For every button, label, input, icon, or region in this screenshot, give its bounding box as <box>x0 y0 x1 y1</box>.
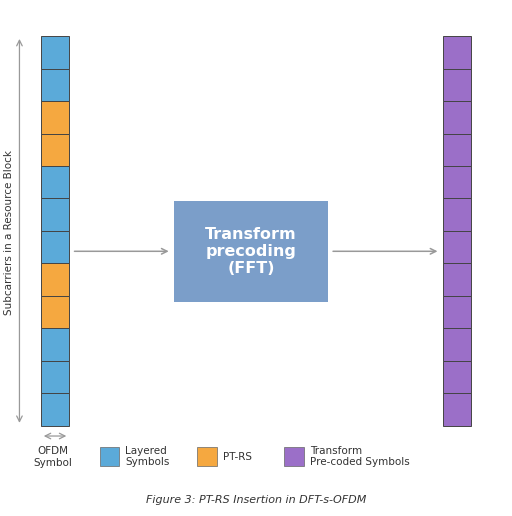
FancyBboxPatch shape <box>41 134 69 166</box>
Text: PT-RS: PT-RS <box>223 452 252 462</box>
Text: OFDM
Symbol: OFDM Symbol <box>33 446 72 468</box>
FancyBboxPatch shape <box>443 361 471 393</box>
FancyBboxPatch shape <box>443 263 471 296</box>
Text: Subcarriers in a Resource Block: Subcarriers in a Resource Block <box>4 150 14 315</box>
Text: Layered
Symbols: Layered Symbols <box>125 446 170 467</box>
FancyBboxPatch shape <box>443 101 471 134</box>
FancyBboxPatch shape <box>41 199 69 231</box>
FancyBboxPatch shape <box>443 69 471 101</box>
FancyBboxPatch shape <box>197 447 217 466</box>
Text: Transform
precoding
(FFT): Transform precoding (FFT) <box>205 227 296 277</box>
FancyBboxPatch shape <box>443 393 471 426</box>
FancyBboxPatch shape <box>41 36 69 69</box>
FancyBboxPatch shape <box>41 296 69 328</box>
FancyBboxPatch shape <box>41 393 69 426</box>
FancyBboxPatch shape <box>41 231 69 263</box>
FancyBboxPatch shape <box>41 328 69 361</box>
FancyBboxPatch shape <box>443 199 471 231</box>
FancyBboxPatch shape <box>443 134 471 166</box>
FancyBboxPatch shape <box>41 263 69 296</box>
FancyBboxPatch shape <box>41 361 69 393</box>
FancyBboxPatch shape <box>443 328 471 361</box>
FancyBboxPatch shape <box>443 296 471 328</box>
FancyBboxPatch shape <box>100 447 119 466</box>
FancyBboxPatch shape <box>443 231 471 263</box>
FancyBboxPatch shape <box>41 166 69 199</box>
Text: Figure 3: PT-RS Insertion in DFT-s-OFDM: Figure 3: PT-RS Insertion in DFT-s-OFDM <box>146 495 366 505</box>
FancyBboxPatch shape <box>41 101 69 134</box>
FancyBboxPatch shape <box>443 36 471 69</box>
Text: Transform
Pre-coded Symbols: Transform Pre-coded Symbols <box>310 446 410 467</box>
FancyBboxPatch shape <box>174 201 328 302</box>
FancyBboxPatch shape <box>284 447 304 466</box>
FancyBboxPatch shape <box>443 166 471 199</box>
FancyBboxPatch shape <box>41 69 69 101</box>
